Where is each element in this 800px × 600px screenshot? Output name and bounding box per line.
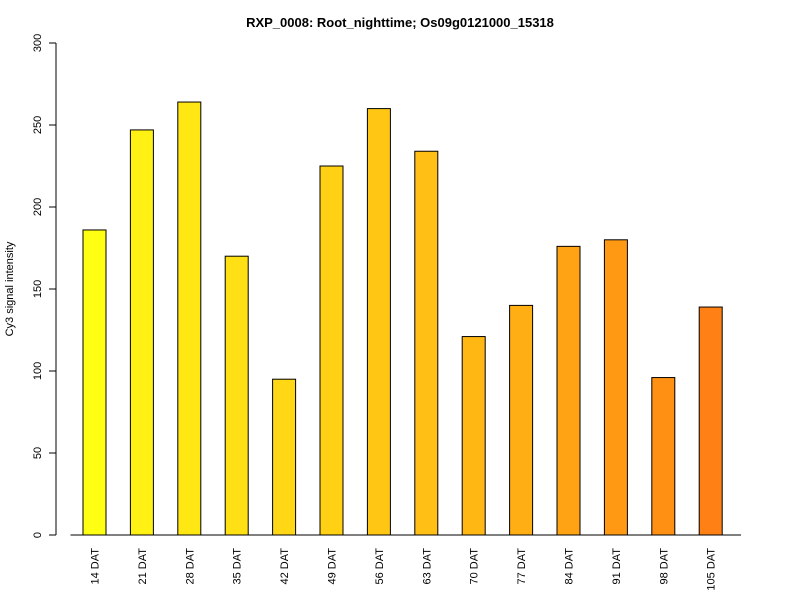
x-tick-labels: 14 DAT 21 DAT 28 DAT 35 DAT 42 DAT 49 DAT 56 D…: [90, 548, 718, 591]
bar: [272, 378, 297, 536]
bar: [319, 165, 344, 536]
x-tick-label: 70 DAT: [469, 548, 481, 585]
y-tick-label: 300: [32, 34, 44, 52]
x-tick-label: 42 DAT: [279, 548, 291, 585]
y-tick-label: 200: [32, 198, 44, 216]
y-axis-label: Cy3 signal intensity: [4, 241, 16, 336]
bar: [603, 239, 628, 536]
x-tick-label: 105 DAT: [706, 548, 718, 591]
bar: [698, 306, 723, 536]
bar: [414, 150, 439, 536]
bar: [82, 229, 107, 536]
x-tick-label: 21 DAT: [137, 548, 149, 585]
bar: [556, 245, 581, 536]
x-tick-label: 98 DAT: [658, 548, 670, 585]
bar: [366, 108, 391, 536]
y-tick-label: 100: [32, 362, 44, 380]
bar: [224, 255, 249, 536]
x-tick-label: 14 DAT: [90, 548, 102, 585]
chart-title: RXP_0008: Root_nighttime; Os09g0121000_1…: [246, 15, 554, 30]
x-tick-label: 35 DAT: [232, 548, 244, 585]
y-axis: 0 50 100 150 200 250 300: [32, 34, 57, 538]
x-tick-label: 63 DAT: [421, 548, 433, 585]
bar: [177, 101, 202, 536]
bar: [461, 336, 486, 536]
y-tick-label: 0: [32, 532, 44, 538]
x-tick-label: 28 DAT: [184, 548, 196, 585]
x-tick-label: 91 DAT: [611, 548, 623, 585]
x-tick-label: 84 DAT: [564, 548, 576, 585]
y-tick-label: 250: [32, 116, 44, 134]
bar: [129, 129, 154, 536]
y-tick-label: 50: [32, 447, 44, 459]
bar: [651, 377, 676, 536]
y-tick-label: 150: [32, 280, 44, 298]
x-tick-label: 56 DAT: [374, 548, 386, 585]
bar-group: [82, 101, 723, 536]
x-tick-label: 49 DAT: [327, 548, 339, 585]
bar: [509, 304, 534, 536]
x-tick-label: 77 DAT: [516, 548, 528, 585]
